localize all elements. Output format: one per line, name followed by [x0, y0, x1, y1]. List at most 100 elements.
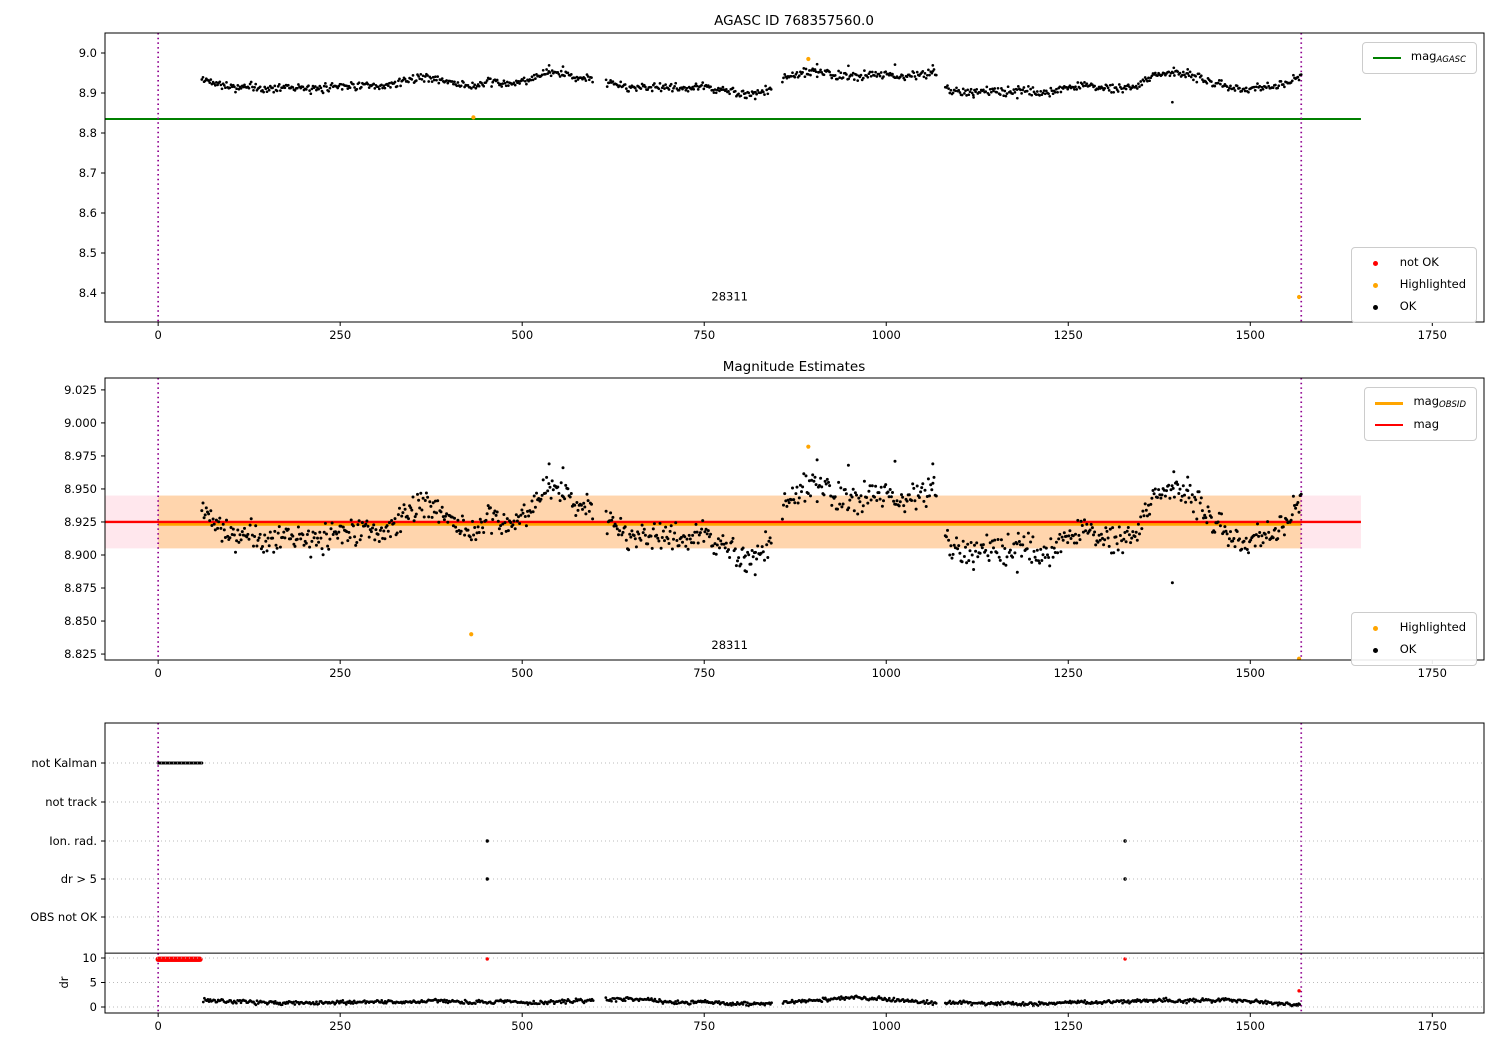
x-tick-label: 500: [511, 328, 533, 342]
highlighted-marker-swatch-2: [1360, 625, 1392, 631]
legend-row-mag-agasc: magAGASC: [1371, 47, 1466, 69]
dr-tick-label: 5: [90, 976, 97, 990]
highlighted-point: [1296, 294, 1302, 300]
x-tick-label: 1750: [1418, 328, 1447, 342]
ok-scatter: [200, 62, 1303, 104]
x-tick-label: 250: [329, 1019, 351, 1033]
flag-category-label: not track: [45, 795, 97, 809]
ok-scatter: [200, 458, 1303, 585]
x-tick-label: 250: [329, 328, 351, 342]
legend-row-highlighted: Highlighted: [1360, 274, 1466, 296]
mag-agasc-legend-label: magAGASC: [1410, 49, 1466, 66]
flag-point: [485, 877, 489, 881]
panel-mag_agasc: 28311 0 250 500 750 1000 1250 1500 1750 8.4 8.5 8.6…: [79, 32, 1485, 342]
plot2-marker-legend: Highlighted OK: [1350, 612, 1477, 666]
plot2-line-legend: magOBSID mag: [1364, 387, 1477, 441]
legend-row-ok: OK: [1360, 296, 1466, 318]
flag-point: [485, 839, 489, 843]
x-tick-label: 1250: [1054, 666, 1083, 680]
x-tick-label: 1250: [1054, 328, 1083, 342]
dr-not-ok-point: [1297, 989, 1301, 993]
mag-line-swatch: [1373, 424, 1405, 426]
legend-row-mag-obsid: magOBSID: [1373, 392, 1466, 414]
not-ok-marker-swatch: [1360, 260, 1392, 266]
x-tick-label: 0: [154, 328, 161, 342]
legend-row-not-ok: not OK: [1360, 252, 1466, 274]
obsid-annotation: 28311: [711, 638, 748, 652]
dr-not-ok-point: [485, 957, 489, 961]
plot2-title: Magnitude Estimates: [722, 359, 866, 375]
y-tick-label: 9.0: [79, 46, 97, 60]
y-tick-label: 8.975: [64, 449, 97, 463]
highlighted-point: [469, 632, 474, 637]
y-tick-label: 8.9: [79, 86, 97, 100]
x-tick-label: 1000: [872, 666, 901, 680]
y-tick-label: 9.000: [64, 416, 97, 430]
x-tick-label: 1000: [872, 328, 901, 342]
x-tick-label: 1750: [1418, 1019, 1447, 1033]
x-tick-label: 1500: [1236, 1019, 1265, 1033]
legend-row-mag: mag: [1373, 414, 1466, 436]
flag-category-label: OBS not OK: [30, 910, 97, 924]
y-tick-label: 8.5: [79, 246, 97, 260]
highlighted-point: [806, 444, 811, 449]
x-tick-label: 1500: [1236, 666, 1265, 680]
flag-category-label: Ion. rad.: [49, 834, 97, 848]
legend-row-highlighted-2: Highlighted: [1360, 617, 1466, 639]
highlighted-marker-swatch: [1360, 282, 1392, 288]
x-tick-label: 1000: [872, 1019, 901, 1033]
x-tick-label: 750: [693, 1019, 715, 1033]
plot1-marker-legend: not OK Highlighted OK: [1350, 247, 1477, 323]
y-tick-label: 8.4: [79, 286, 97, 300]
dr-axis-label: dr: [57, 976, 71, 988]
not-ok-legend-label: not OK: [1399, 255, 1439, 270]
panel-magnitude_estimates: 28311 0 250 500 750 1000 1250 1500 1750 8.825 8.85…: [64, 377, 1485, 680]
legend-row-ok-2: OK: [1360, 639, 1466, 661]
flag-category-label: dr > 5: [61, 872, 97, 886]
ok-marker-swatch-2: [1360, 647, 1392, 653]
dr-tick-label: 0: [90, 1000, 97, 1014]
y-tick-label: 8.8: [79, 126, 97, 140]
y-tick-label: 8.950: [64, 482, 97, 496]
x-tick-label: 1250: [1054, 1019, 1083, 1033]
x-tick-label: 500: [511, 1019, 533, 1033]
y-tick-label: 8.875: [64, 581, 97, 595]
mag-legend-label: mag: [1413, 417, 1440, 432]
y-tick-label: 8.6: [79, 206, 97, 220]
highlighted-legend-label-2: Highlighted: [1399, 620, 1466, 635]
outlier-point: [1170, 581, 1174, 585]
flag-category-label: not Kalman: [31, 756, 97, 770]
mag-obsid-line-swatch: [1373, 401, 1405, 405]
mag-agasc-line-swatch: [1371, 57, 1403, 59]
mag-obsid-legend-label: magOBSID: [1413, 394, 1466, 411]
outlier-point: [1171, 100, 1174, 104]
highlighted-point: [471, 115, 476, 120]
ok-legend-label-2: OK: [1399, 642, 1417, 657]
x-tick-label: 1750: [1418, 666, 1447, 680]
y-tick-label: 9.025: [64, 383, 97, 397]
x-tick-label: 0: [154, 666, 161, 680]
plot1-title: AGASC ID 768357560.0: [714, 13, 874, 29]
obsid-annotation: 28311: [711, 290, 748, 304]
ok-marker-swatch: [1360, 304, 1392, 310]
highlighted-legend-label: Highlighted: [1399, 277, 1466, 292]
plot1-line-legend: magAGASC: [1361, 42, 1477, 74]
x-tick-label: 750: [693, 328, 715, 342]
highlighted-point: [806, 56, 811, 62]
ok-legend-label: OK: [1399, 299, 1417, 314]
x-tick-label: 1500: [1236, 328, 1265, 342]
x-tick-label: 500: [511, 666, 533, 680]
x-tick-label: 750: [693, 666, 715, 680]
x-tick-label: 0: [154, 1019, 161, 1033]
x-tick-label: 250: [329, 666, 351, 680]
highlighted-point: [1296, 656, 1302, 660]
y-tick-label: 8.850: [64, 614, 97, 628]
dr-tick-label: 10: [82, 951, 97, 965]
dr-clipped-point: [197, 956, 203, 962]
y-tick-label: 8.925: [64, 515, 97, 529]
y-tick-label: 8.7: [79, 166, 97, 180]
panel-flags_and_dr: 0 250 500 750 1000 1250 1500 1750 not Kalman not …: [30, 722, 1485, 1033]
dr-scatter: [201, 994, 1302, 1008]
